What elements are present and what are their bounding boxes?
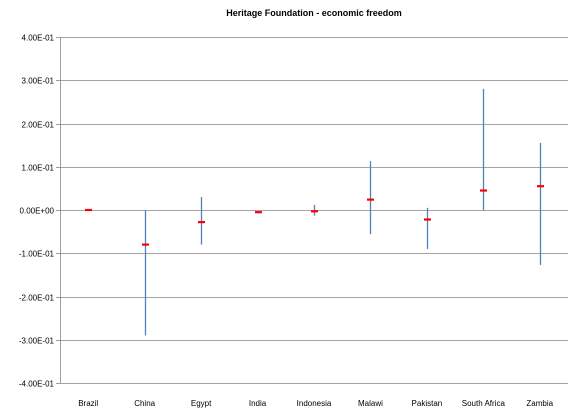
- x-tick-label: Indonesia: [297, 399, 332, 408]
- x-tick-label: South Africa: [462, 399, 506, 408]
- x-tick-label: India: [249, 399, 267, 408]
- y-tick-label: -3.00E-01: [19, 337, 55, 346]
- y-tick-label: -4.00E-01: [19, 380, 55, 389]
- axes: [56, 37, 61, 384]
- chart-title: Heritage Foundation - economic freedom: [226, 8, 402, 18]
- x-tick-label: Pakistan: [412, 399, 443, 408]
- y-tick-label: 2.00E-01: [22, 121, 55, 130]
- y-tick-label: 3.00E-01: [22, 77, 55, 86]
- data-marks: [85, 88, 544, 336]
- y-tick-label: -1.00E-01: [19, 250, 55, 259]
- y-tick-label: 1.00E-01: [22, 164, 55, 173]
- x-tick-labels: Brazil China Egypt India Indonesia Malawi Paki…: [78, 399, 553, 408]
- y-tick-label: -2.00E-01: [19, 294, 55, 303]
- x-tick-label: Brazil: [78, 399, 98, 408]
- y-tick-label: 4.00E-01: [22, 34, 55, 43]
- x-tick-label: China: [134, 399, 155, 408]
- x-tick-label: Zambia: [526, 399, 553, 408]
- y-tick-label: 0.00E+00: [20, 207, 55, 216]
- y-tick-labels: 4.00E-01 3.00E-01 2.00E-01 1.00E-01 0.00E+00…: [19, 34, 55, 389]
- x-tick-label: Egypt: [191, 399, 212, 408]
- x-tick-label: Malawi: [358, 399, 383, 408]
